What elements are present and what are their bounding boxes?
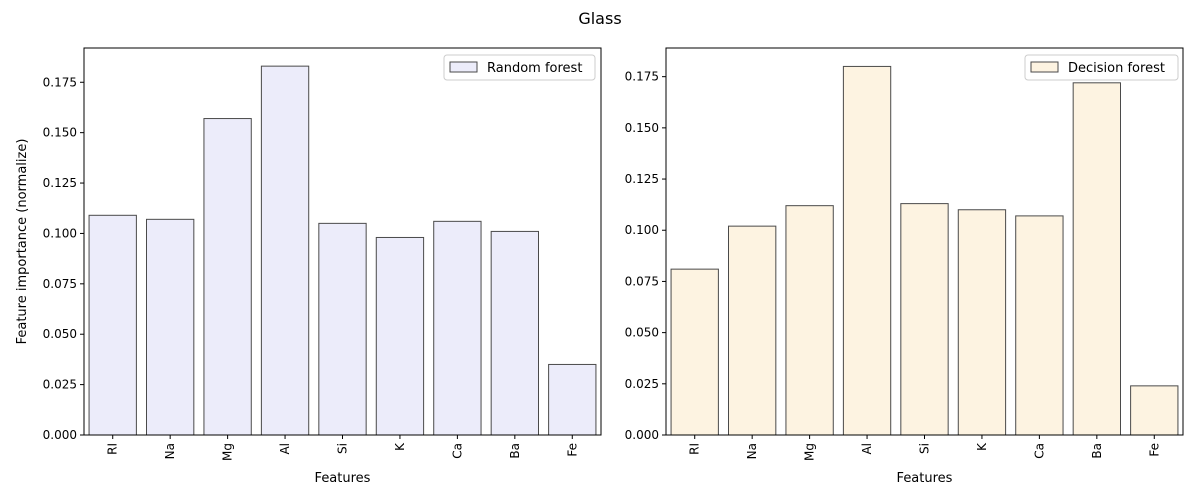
bar-si (318, 222, 367, 436)
x-tick-label-ri: RI (688, 443, 702, 455)
bar-ri (670, 268, 719, 436)
x-tick-label-si: Si (918, 443, 932, 454)
x-tick-label-na: Na (163, 443, 177, 459)
figure-title: Glass (578, 9, 621, 28)
x-axis-label: Features (315, 471, 371, 486)
bar-mg (203, 118, 252, 436)
x-tick-label-ri: RI (106, 443, 120, 455)
y-tick-label: 0.150 (625, 121, 659, 135)
bar-ba (1072, 82, 1122, 436)
legend-box (443, 54, 596, 81)
random-forest-panel: 0.000 0.025 0.050 0.075 0.100 0.125 0.150 0.175… (15, 47, 602, 486)
x-tick-label-ba: Ba (508, 443, 522, 459)
legend: Decision forest (1024, 54, 1179, 81)
legend-box (1024, 54, 1179, 81)
bar-ca (433, 220, 482, 436)
y-tick-label: 0.175 (43, 75, 77, 89)
x-tick-label-ca: Ca (1032, 443, 1046, 459)
y-tick-label: 0.000 (625, 428, 659, 442)
legend-swatch (1030, 61, 1059, 73)
y-tick-label: 0.125 (625, 172, 659, 186)
bar-k (375, 236, 425, 436)
y-tick-label: 0.100 (625, 223, 659, 237)
legend: Random forest (443, 54, 596, 81)
y-axis-label: Feature importance (normalize) (15, 139, 30, 345)
bar-mg (785, 205, 834, 436)
y-tick-label: 0.075 (625, 274, 659, 288)
y-tick-label: 0.150 (43, 126, 77, 140)
bar-k (957, 209, 1007, 436)
y-tick-label: 0.000 (43, 428, 77, 442)
y-tick-label: 0.050 (43, 327, 77, 341)
bar-na (146, 218, 195, 436)
bar-ba (490, 230, 540, 436)
y-tick-label: 0.050 (625, 326, 659, 340)
x-tick-label-mg: Mg (803, 443, 817, 461)
x-tick-label-k: K (975, 442, 989, 451)
x-tick-label-ba: Ba (1090, 443, 1104, 459)
legend-swatch (449, 61, 478, 73)
x-tick-label-al: Al (860, 443, 874, 455)
bar-al (260, 65, 310, 436)
legend-label: Random forest (487, 61, 582, 76)
y-tick-label: 0.175 (625, 70, 659, 84)
x-tick-label-fe: Fe (1147, 443, 1161, 457)
legend-label: Decision forest (1068, 61, 1165, 76)
x-tick-label-na: Na (745, 443, 759, 459)
bar-ca (1015, 215, 1064, 436)
y-tick-label: 0.025 (43, 378, 77, 392)
y-tick-label: 0.125 (43, 176, 77, 190)
decision-forest-panel: 0.000 0.025 0.050 0.075 0.100 0.125 0.150 0.175… (625, 47, 1184, 486)
y-tick-label: 0.075 (43, 277, 77, 291)
bar-fe (1130, 385, 1179, 436)
x-tick-label-si: Si (336, 443, 350, 454)
x-tick-label-k: K (393, 442, 407, 451)
y-tick-label: 0.025 (625, 377, 659, 391)
bar-si (900, 203, 949, 436)
bar-fe (548, 363, 597, 436)
x-tick-label-al: Al (278, 443, 292, 455)
x-axis-label: Features (897, 471, 953, 486)
x-tick-label-mg: Mg (221, 443, 235, 461)
bar-ri (88, 214, 137, 436)
bar-na (728, 225, 777, 436)
bar-al (842, 65, 892, 436)
y-tick-label: 0.100 (43, 226, 77, 240)
x-tick-label-ca: Ca (450, 443, 464, 459)
x-tick-label-fe: Fe (565, 443, 579, 457)
